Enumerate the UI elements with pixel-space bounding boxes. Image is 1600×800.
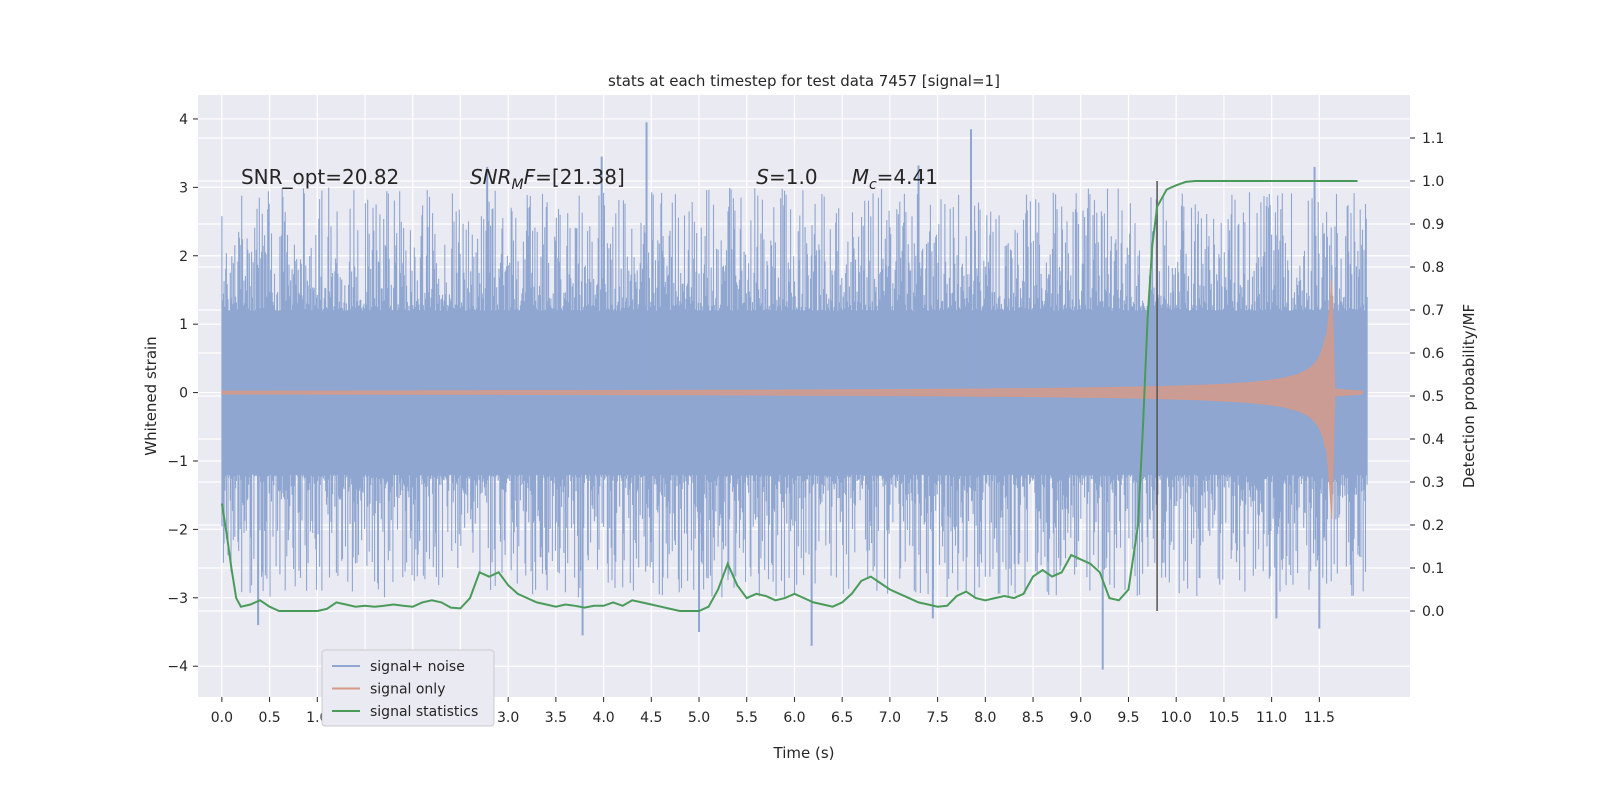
y2-tick-label: 0.1 [1422, 561, 1444, 577]
y2-axis-label: Detection probability/MF [1460, 304, 1478, 488]
annotation-sub: M [512, 177, 524, 193]
annotation: SNRMF=[21.38] [470, 165, 625, 193]
y-tick-label: −3 [167, 591, 188, 607]
x-tick-label: 7.0 [879, 710, 901, 726]
x-tick-label: 10.5 [1208, 710, 1239, 726]
annotation: SNR_opt=20.82 [241, 165, 399, 189]
y-tick-label: 0 [179, 386, 188, 402]
x-tick-label: 3.5 [545, 710, 567, 726]
y2-tick-label: 0.6 [1422, 346, 1444, 362]
y2-tick-label: 0.8 [1422, 260, 1444, 276]
annotation: Mc=4.41 [852, 165, 938, 193]
series-signal-only [221, 279, 1363, 520]
x-tick-label: 5.0 [688, 710, 710, 726]
signal-envelope [221, 279, 1363, 520]
annotation-main: M [852, 165, 869, 189]
legend-label: signal only [370, 682, 445, 698]
annotation-main: SNR [470, 165, 512, 189]
y2-tick-label: 1.1 [1422, 131, 1444, 147]
x-tick-label: 4.5 [640, 710, 662, 726]
y-axis-left: −4 −3 −2 −1 0 1 2 3 4 [167, 112, 198, 675]
y2-tick-label: 0.4 [1422, 432, 1444, 448]
annotation: S=1.0 [756, 165, 817, 189]
annotation-sub: c [869, 177, 877, 193]
x-tick-label: 7.5 [926, 710, 948, 726]
x-tick-label: 6.5 [831, 710, 853, 726]
x-tick-label: 11.0 [1256, 710, 1287, 726]
legend-label: signal statistics [370, 704, 478, 720]
x-tick-label: 3.0 [497, 710, 519, 726]
x-tick-label: 6.0 [783, 710, 805, 726]
y2-tick-label: 0.9 [1422, 217, 1444, 233]
x-tick-label: 10.0 [1161, 710, 1192, 726]
y-tick-label: 1 [179, 317, 188, 333]
y-tick-label: 3 [179, 180, 188, 196]
y2-tick-label: 0.5 [1422, 389, 1444, 405]
x-tick-label: 9.0 [1070, 710, 1092, 726]
x-axis-label: Time (s) [773, 744, 835, 762]
series-signal-statistics [220, 180, 1358, 612]
y-axis-right: 0.0 0.1 0.2 0.3 0.4 0.5 0.6 0.7 0.8 0.9 1.0 1.1 [1410, 131, 1444, 620]
x-tick-label: 0.5 [258, 710, 280, 726]
y-tick-label: 2 [179, 249, 188, 265]
y-tick-label: −4 [167, 659, 188, 675]
x-tick-label: 9.5 [1117, 710, 1139, 726]
annotation-main: SNR_opt=20.82 [241, 165, 399, 189]
y-axis-label: Whitened strain [142, 336, 160, 455]
annotation-suffix: F [524, 165, 536, 189]
annotation-suffix-rest: =[21.38] [535, 165, 625, 189]
y-tick-label: −2 [167, 522, 188, 538]
y2-tick-label: 1.0 [1422, 174, 1444, 190]
legend-label: signal+ noise [370, 659, 465, 675]
annotation-suffix: =1.0 [769, 165, 818, 189]
x-tick-label: 0.0 [211, 710, 233, 726]
annotation-suffix: =4.41 [877, 165, 938, 189]
y-tick-label: −1 [167, 454, 188, 470]
annotation-main: S [756, 165, 769, 189]
legend: signal+ noise signal only signal statistic… [321, 649, 495, 727]
chart-title: stats at each timestep for test data 745… [608, 72, 1000, 90]
legend-box [321, 649, 495, 727]
stats-line [220, 180, 1358, 612]
y-tick-label: 4 [179, 112, 188, 128]
y2-tick-label: 0.3 [1422, 475, 1444, 491]
x-tick-label: 8.0 [974, 710, 996, 726]
x-tick-label: 5.5 [736, 710, 758, 726]
y2-tick-label: 0.0 [1422, 604, 1444, 620]
x-tick-label: 11.5 [1304, 710, 1335, 726]
x-tick-label: 8.5 [1022, 710, 1044, 726]
y2-tick-label: 0.7 [1422, 303, 1444, 319]
x-tick-label: 4.0 [592, 710, 614, 726]
annotations: SNR_opt=20.82 SNRMF=[21.38] S=1.0 Mc=4.41 [241, 165, 938, 193]
y2-tick-label: 0.2 [1422, 518, 1444, 534]
